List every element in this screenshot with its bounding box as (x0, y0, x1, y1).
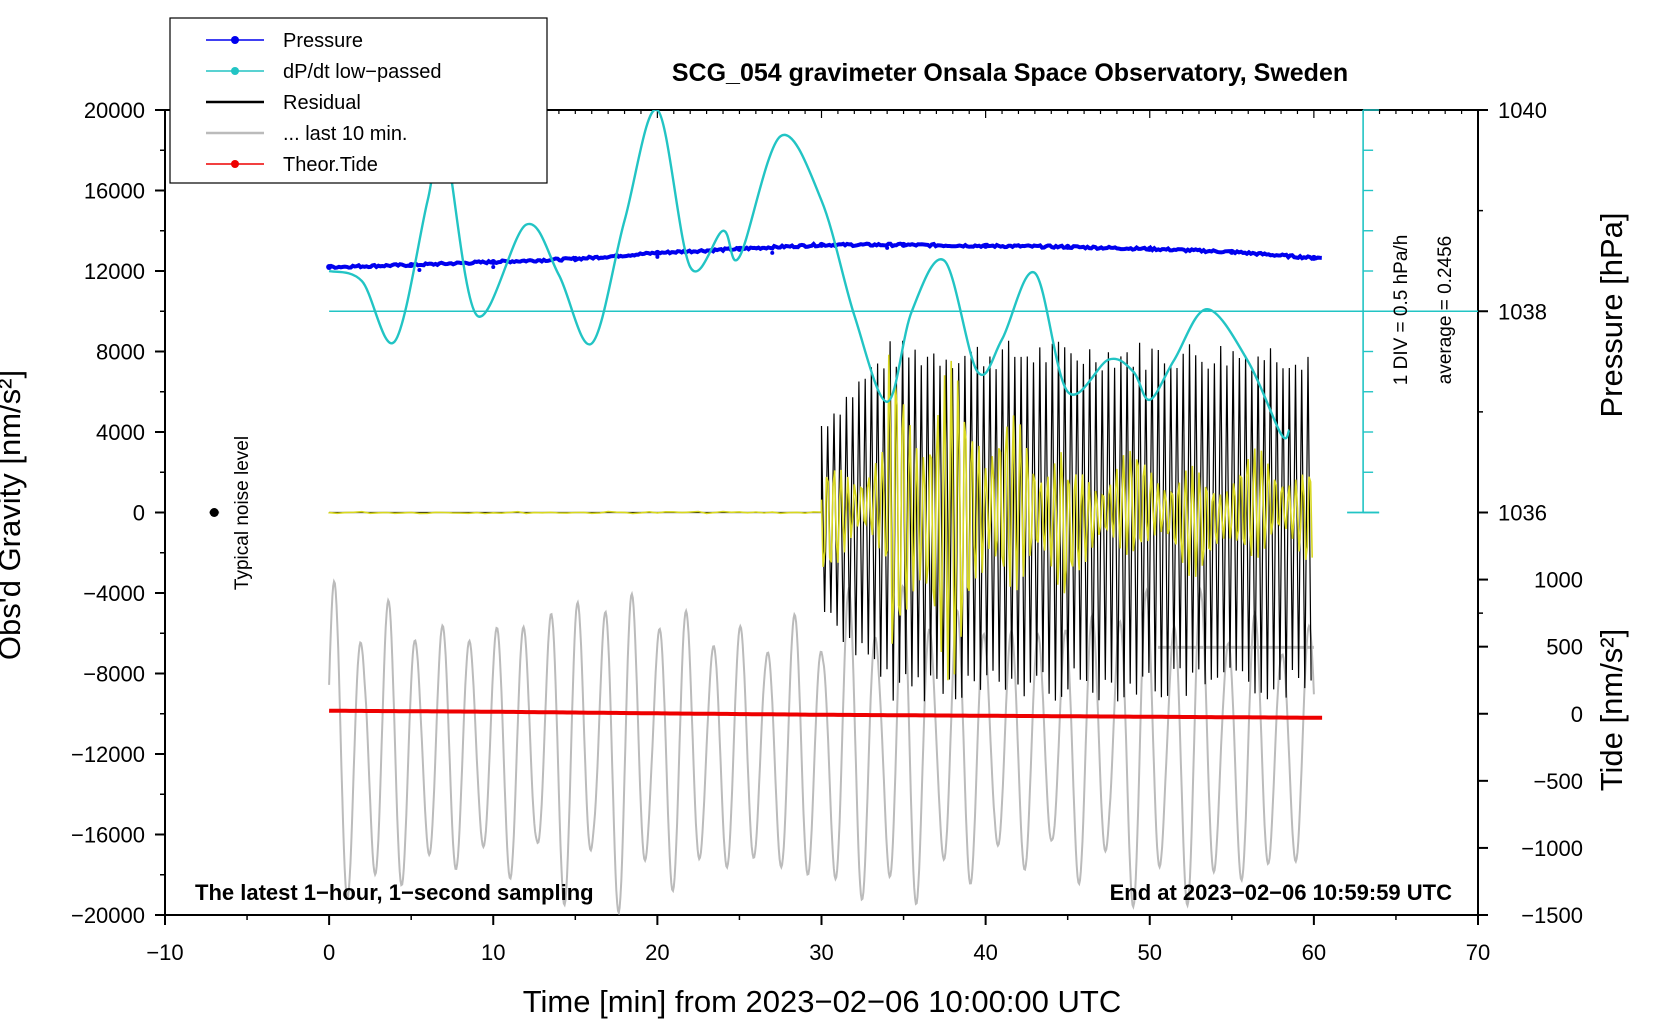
x-tick-label: 60 (1302, 940, 1326, 965)
x-tick-label: 50 (1138, 940, 1162, 965)
y-tick-label: −16000 (71, 823, 145, 848)
y-tick-label: −8000 (83, 662, 145, 687)
legend-box (169, 17, 548, 184)
series-theor-tide (329, 708, 1323, 720)
dpdt-scale-bar (1347, 109, 1380, 514)
series-last-10-min (328, 578, 1315, 915)
legend-label: Residual (283, 92, 361, 114)
x-tick-label: 20 (645, 940, 669, 965)
series-dpdt (328, 110, 1478, 440)
y-axis-left: 20000 16000 12000 8000 4000 0 −4000 −8000 −12000… (71, 98, 165, 928)
y-tick-label: 0 (133, 501, 145, 526)
x-tick-label: 30 (809, 940, 833, 965)
pressure-point (408, 261, 415, 268)
pressure-point (572, 255, 579, 262)
pressure-point (982, 242, 989, 249)
pressure-point (770, 250, 775, 255)
bottom-left-note: The latest 1−hour, 1−second sampling (195, 880, 594, 905)
pressure-point (654, 249, 661, 256)
last-10-min-line (328, 578, 1315, 915)
y-tick-label: −12000 (71, 742, 145, 767)
y-axis-left-title: Obs'd Gravity [nm/s²] (0, 370, 27, 660)
chart-title: SCG_054 gravimeter Onsala Space Observat… (672, 59, 1348, 87)
tide-tick-label: 500 (1546, 635, 1583, 660)
y-tick-label: 12000 (84, 259, 145, 284)
residual-filtered-line (328, 354, 1313, 681)
legend: Pressure dP/dt low−passed Residual ... last… (169, 17, 548, 184)
dpdt-average-label: average = 0.2456 (1435, 236, 1456, 384)
pressure-point (736, 245, 743, 252)
tide-tick-label: −500 (1533, 769, 1583, 794)
pressure-point (655, 254, 660, 259)
bottom-right-note: End at 2023−02−06 10:59:59 UTC (1110, 880, 1453, 905)
pressure-point (885, 245, 890, 250)
legend-marker (231, 36, 239, 44)
x-tick-label: 70 (1466, 940, 1490, 965)
y-tick-label: 20000 (84, 98, 145, 123)
pressure-point (490, 258, 497, 265)
legend-marker (231, 67, 239, 75)
y-axis-pressure-title: Pressure [hPa] (1594, 212, 1629, 417)
y-tick-label: 16000 (84, 179, 145, 204)
pressure-tick-label: 1038 (1498, 299, 1547, 324)
legend-marker (231, 160, 239, 168)
pressure-point (1064, 243, 1071, 250)
pressure-point (326, 263, 333, 270)
x-tick-label: 10 (481, 940, 505, 965)
legend-label: dP/dt low−passed (283, 61, 441, 83)
pressure-point (1310, 254, 1317, 261)
tide-tick-label: 1000 (1534, 568, 1583, 593)
pressure-line (328, 241, 1322, 270)
y-tick-label: −4000 (83, 581, 145, 606)
dpdt-line (328, 110, 1291, 440)
series-residual-filtered (328, 354, 1313, 681)
y-tick-label: 4000 (96, 420, 145, 445)
theor-tide-line (329, 708, 1323, 720)
x-axis: −10 0 10 20 30 40 50 60 70 (146, 915, 1490, 965)
x-axis-title: Time [min] from 2023−02−06 10:00:00 UTC (523, 984, 1122, 1019)
pressure-point (900, 241, 907, 248)
pressure-point (1228, 248, 1235, 255)
pressure-tick-label: 1040 (1498, 98, 1547, 123)
y-tick-label: 8000 (96, 340, 145, 365)
noise-marker-dot (209, 508, 219, 517)
legend-label: ... last 10 min. (283, 123, 408, 145)
pressure-point (417, 267, 422, 272)
pressure-point (818, 241, 825, 248)
tide-tick-label: −1500 (1521, 903, 1583, 928)
legend-label: Pressure (283, 30, 363, 52)
tide-tick-label: 0 (1571, 702, 1583, 727)
y-axis-pressure: 1040 1038 1036 (1478, 98, 1547, 614)
pressure-tick-label: 1036 (1498, 501, 1547, 526)
y-tick-label: −20000 (71, 903, 145, 928)
series-pressure (326, 241, 1322, 272)
x-tick-label: 40 (973, 940, 997, 965)
pressure-point (1146, 245, 1153, 252)
dpdt-div-label: 1 DIV = 0.5 hPa/h (1391, 235, 1412, 386)
pressure-point (491, 264, 496, 269)
y-axis-tide-title: Tide [nm/s²] (1594, 629, 1629, 792)
noise-level-label: Typical noise level (232, 436, 253, 590)
noise-marker (209, 508, 220, 517)
legend-label: Theor.Tide (283, 154, 378, 176)
tide-tick-label: −1000 (1521, 836, 1583, 861)
y-axis-tide: 1000 500 0 −500 −1000 −1500 (1478, 568, 1583, 928)
x-tick-label: −10 (146, 940, 183, 965)
x-tick-label: 0 (323, 940, 335, 965)
